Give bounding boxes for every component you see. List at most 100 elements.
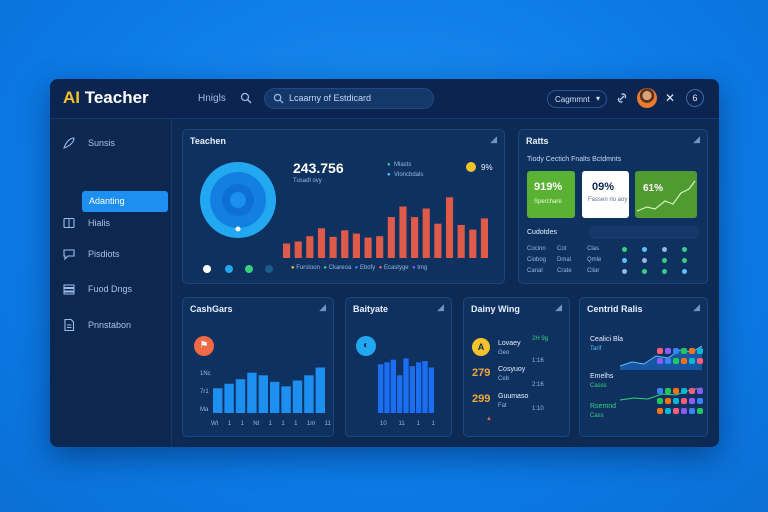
legend-dot xyxy=(681,348,687,354)
bar xyxy=(294,241,302,258)
x-axis: 10 11 1 1 xyxy=(380,421,435,427)
course-dropdown[interactable]: Cagmmnt ▾ xyxy=(547,90,607,108)
feather-icon xyxy=(63,137,75,149)
legend-dot xyxy=(689,348,695,354)
bar xyxy=(457,225,465,258)
legend-dot xyxy=(225,265,233,273)
search-icon[interactable] xyxy=(240,92,252,104)
item-title: Rsemnd xyxy=(590,403,617,410)
legend-dot xyxy=(665,358,671,364)
chat-icon xyxy=(63,249,75,261)
top-bar: AI Teacher Hnigls Lcaarny of Estdicard C… xyxy=(50,79,719,119)
sidebar-item-adanting[interactable]: Adanting xyxy=(82,191,168,212)
legend-dot xyxy=(673,408,679,414)
notification-badge[interactable]: 6 xyxy=(686,89,704,107)
row-right: 1:10 xyxy=(532,406,544,412)
table-row[interactable]: Canal Crate Cliar xyxy=(527,268,702,277)
tile-value: 919% xyxy=(534,181,563,193)
stat-tile[interactable]: 09% Fassen rio aoy xyxy=(582,171,629,218)
legend-dot xyxy=(681,388,687,394)
card-title: Teachen xyxy=(190,136,226,146)
bar xyxy=(480,218,488,258)
legend-label: Mlasts xyxy=(394,162,412,168)
close-icon[interactable]: ✕ xyxy=(665,91,676,105)
legend-dot xyxy=(697,398,703,404)
avatar[interactable] xyxy=(637,88,657,108)
x-tick-label: 1 xyxy=(240,421,244,427)
x-tick-label: Wt xyxy=(211,421,219,427)
stat-tile[interactable]: 919% Sperchare xyxy=(527,171,575,218)
legend-dot xyxy=(665,348,671,354)
sidebar-item-label: Fuod Dngs xyxy=(88,284,133,294)
daily-card: Dainy Wing ◢ A Lovaey Geo 2H 9g 1:16 279… xyxy=(463,297,570,437)
bar xyxy=(384,362,390,413)
item-sub: Casss xyxy=(590,383,607,389)
bar xyxy=(416,362,422,413)
card-title: CashGars xyxy=(190,304,233,314)
x-tick-label: 10 xyxy=(380,421,387,427)
bar xyxy=(364,237,372,258)
big-number: 243.756 xyxy=(293,160,344,176)
baityate-card: Baityate ◢ ◐ 10 11 1 1 xyxy=(345,297,452,437)
bar xyxy=(317,228,326,258)
bar xyxy=(445,197,454,258)
more-icon[interactable]: ◢ xyxy=(319,302,326,312)
app-logo[interactable]: AI Teacher xyxy=(63,88,149,108)
table-cell: Dmal xyxy=(557,257,572,263)
y-tick-label: Ma xyxy=(200,407,209,413)
search-input[interactable]: Lcaarny of Estdicard xyxy=(264,88,434,109)
logo-text: Teacher xyxy=(84,88,149,107)
sidebar-item-fuod-dngs[interactable]: Fuod Dngs xyxy=(62,280,167,300)
legend-dot xyxy=(673,358,679,364)
legend-dot xyxy=(665,388,671,394)
sparkline xyxy=(636,180,696,212)
stat-tile[interactable]: 61% xyxy=(635,171,697,218)
card-subtitle: Tiody Cectich Fnalts Bctdmnts xyxy=(527,156,622,163)
legend-dot xyxy=(657,358,663,364)
bar xyxy=(283,243,291,258)
bar xyxy=(281,386,291,413)
teacher-card: Teachen ◢ 243.756 Tusadl ovy ● Mlasts ● … xyxy=(182,129,505,284)
sidebar-item-pisdiots[interactable]: Pisdiots xyxy=(62,245,167,265)
more-icon[interactable]: ◢ xyxy=(490,134,497,144)
status-dot xyxy=(662,269,667,274)
legend-dot: ● xyxy=(387,162,391,168)
legend-dot xyxy=(657,348,663,354)
more-icon[interactable]: ◢ xyxy=(555,302,562,312)
legend-dot xyxy=(673,348,679,354)
status-dot xyxy=(642,258,647,263)
sidebar-item-sunsis[interactable]: Sunsis xyxy=(62,134,167,154)
bar xyxy=(247,372,257,413)
bar-chart xyxy=(378,358,434,413)
bar xyxy=(469,229,477,258)
chat-icon[interactable]: ◐ xyxy=(356,336,376,356)
y-tick-label: 1Nc xyxy=(200,371,211,377)
row-sub: Geo xyxy=(498,350,510,356)
table-cell: Qmle xyxy=(587,257,602,263)
dropdown-label: Cagmmnt xyxy=(555,95,590,104)
sidebar-item-pnnstabon[interactable]: Pnnstabon xyxy=(62,316,167,336)
more-icon[interactable]: ◢ xyxy=(437,302,444,312)
bar xyxy=(270,381,280,413)
more-icon[interactable]: ◢ xyxy=(693,302,700,312)
sidebar-item-hialis[interactable]: Hialis xyxy=(62,214,167,234)
legend-dot xyxy=(657,408,663,414)
table-header: Cudotdes xyxy=(527,229,557,236)
table-filter[interactable] xyxy=(589,226,699,239)
bar xyxy=(304,375,314,413)
x-tick-label: Nt xyxy=(253,421,260,427)
link-icon[interactable] xyxy=(615,91,629,105)
status-dot xyxy=(662,247,667,252)
more-icon[interactable]: ◢ xyxy=(693,134,700,144)
bell-icon[interactable]: ⚑ xyxy=(194,336,214,356)
table-row[interactable]: Cocinn Cot Clas xyxy=(527,246,702,255)
x-tick-label: 1 xyxy=(227,421,232,427)
legend-dot xyxy=(689,408,695,414)
document-icon xyxy=(64,318,75,332)
legend-label: Ecastyge xyxy=(383,265,409,271)
bar xyxy=(422,208,430,258)
tile-label: Sperchare xyxy=(534,199,562,205)
nav-link[interactable]: Hnigls xyxy=(198,93,226,104)
table-row[interactable]: Ciobog Dmal Qmle xyxy=(527,257,702,266)
area-chart xyxy=(620,345,702,370)
